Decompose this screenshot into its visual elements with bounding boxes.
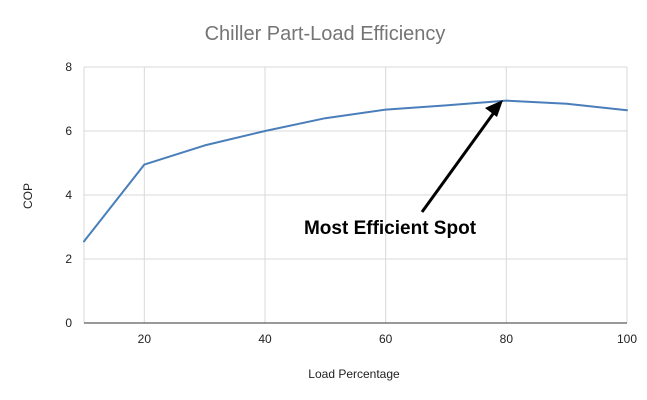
annotation-arrowhead [485, 100, 503, 117]
y-tick-label: 8 [65, 60, 72, 74]
y-tick-label: 4 [65, 188, 72, 202]
annotation-arrow [420, 106, 500, 213]
chart-title: Chiller Part-Load Efficiency [205, 23, 446, 45]
series-layer [83, 99, 628, 243]
y-axis-label: COP [21, 183, 35, 209]
ticks-layer: 0 2 4 6 8 20 40 60 80 100 [65, 60, 637, 346]
x-tick-label: 20 [138, 332, 152, 346]
series-line-cop [83, 99, 628, 243]
x-tick-label: 60 [379, 332, 393, 346]
x-tick-label: 40 [258, 332, 272, 346]
grid-layer [83, 66, 628, 324]
y-tick-label: 2 [65, 252, 72, 266]
y-tick-label: 6 [65, 124, 72, 138]
x-tick-label: 80 [500, 332, 514, 346]
annotation-label: Most Efficient Spot [304, 218, 477, 239]
x-axis-label: Load Percentage [308, 367, 400, 381]
annotation-layer: Most Efficient Spot [304, 100, 503, 239]
x-tick-label: 100 [617, 332, 637, 346]
y-tick-label: 0 [65, 316, 72, 330]
